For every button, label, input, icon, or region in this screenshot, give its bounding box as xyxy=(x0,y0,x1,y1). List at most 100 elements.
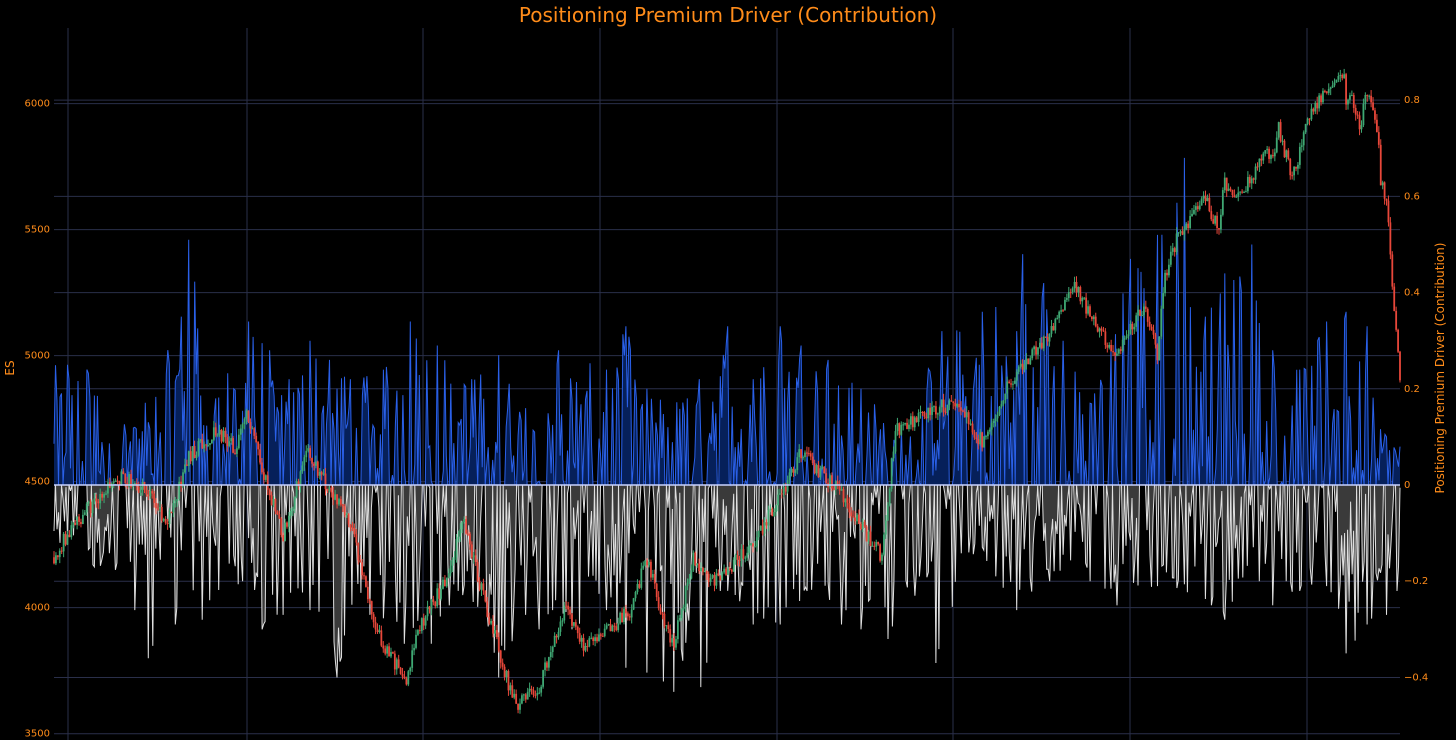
candle-body xyxy=(850,512,853,517)
candle-body xyxy=(883,534,885,555)
candle-body xyxy=(750,543,752,546)
candle-body xyxy=(236,448,238,454)
candle-body xyxy=(332,492,335,500)
candle-body xyxy=(1131,323,1134,330)
candle-body xyxy=(1050,326,1053,334)
candle-body xyxy=(1366,95,1369,97)
candle-body xyxy=(848,503,851,513)
candle-body xyxy=(1065,298,1068,300)
es-candles xyxy=(53,68,1401,714)
candle-body xyxy=(1069,292,1072,294)
candle-body xyxy=(1235,196,1238,198)
candle-body xyxy=(715,573,718,586)
candle-body xyxy=(230,438,233,442)
candle-body xyxy=(775,505,778,513)
candle-body xyxy=(992,421,995,423)
candle-body xyxy=(459,529,462,537)
candle-body xyxy=(1062,310,1064,312)
candle-body xyxy=(237,434,240,449)
candle-body xyxy=(532,690,535,695)
candle-body xyxy=(902,424,905,426)
candle-body xyxy=(349,524,352,528)
candle-body xyxy=(53,557,55,564)
candle-body xyxy=(798,449,801,458)
candle-body xyxy=(168,512,171,525)
candle-body xyxy=(297,481,300,487)
candle-body xyxy=(1360,125,1363,130)
candle-body xyxy=(1129,323,1132,335)
candle-body xyxy=(116,480,119,482)
right-tick-label: 0.2 xyxy=(1404,384,1420,395)
candle-body xyxy=(1148,321,1151,327)
candle-body xyxy=(1114,352,1116,356)
candle-body xyxy=(1254,166,1257,180)
candle-body xyxy=(1037,347,1039,355)
candle-body xyxy=(1054,319,1057,331)
candle-body xyxy=(1281,140,1284,142)
candle-body xyxy=(1320,95,1322,103)
candle-body xyxy=(81,514,84,525)
candle-body xyxy=(284,522,286,542)
candle-body xyxy=(1116,353,1118,356)
positive-area xyxy=(54,157,1400,485)
candle-body xyxy=(740,549,743,561)
candle-body xyxy=(501,662,504,667)
contribution-fill xyxy=(53,157,1401,692)
chart-title: Positioning Premium Driver (Contribution… xyxy=(519,3,937,27)
candle-body xyxy=(1349,95,1351,100)
candle-body xyxy=(1039,342,1041,348)
candle-body xyxy=(935,406,937,415)
candle-body xyxy=(1304,123,1307,133)
candle-body xyxy=(996,414,999,419)
candle-body xyxy=(226,437,229,447)
candle-body xyxy=(601,635,604,637)
candle-body xyxy=(938,407,941,414)
candle-body xyxy=(124,473,127,483)
candle-body xyxy=(1100,328,1103,331)
candle-body xyxy=(382,645,385,649)
candle-body xyxy=(569,609,571,615)
candle-body xyxy=(678,618,681,621)
candle-body xyxy=(1081,297,1084,302)
candle-body xyxy=(800,449,803,459)
candle-body xyxy=(634,591,637,599)
candle-body xyxy=(1300,145,1303,147)
candle-body xyxy=(754,546,756,548)
candle-body xyxy=(411,650,414,668)
candle-body xyxy=(844,498,847,503)
candle-body xyxy=(1395,310,1398,330)
candle-body xyxy=(1389,222,1392,255)
candle-body xyxy=(432,599,435,602)
candle-body xyxy=(442,579,444,589)
candle-body xyxy=(155,502,157,509)
candle-body xyxy=(484,590,487,602)
candle-body xyxy=(1046,336,1049,342)
candle-body xyxy=(842,489,845,503)
candle-body xyxy=(97,501,100,504)
candle-body xyxy=(1372,102,1374,111)
candle-body xyxy=(1144,306,1147,309)
candle-body xyxy=(1071,288,1074,293)
candle-body xyxy=(336,494,338,505)
candle-body xyxy=(399,667,402,674)
candle-body xyxy=(324,473,327,490)
candle-body xyxy=(407,671,410,685)
candle-body xyxy=(164,519,167,524)
candle-body xyxy=(1204,195,1207,202)
candle-body xyxy=(266,475,269,490)
candle-body xyxy=(159,507,161,509)
candle-body xyxy=(596,637,598,642)
candle-body xyxy=(380,630,383,646)
candle-body xyxy=(1333,82,1336,86)
candle-body xyxy=(1185,223,1188,230)
candle-body xyxy=(153,493,156,503)
candle-body xyxy=(1322,90,1324,103)
candle-body xyxy=(790,468,793,473)
candle-body xyxy=(122,471,125,474)
candle-body xyxy=(960,407,962,411)
candle-body xyxy=(436,588,439,607)
candle-body xyxy=(653,574,656,584)
candle-body xyxy=(765,522,768,526)
candle-body xyxy=(831,475,833,489)
candle-body xyxy=(445,578,448,587)
